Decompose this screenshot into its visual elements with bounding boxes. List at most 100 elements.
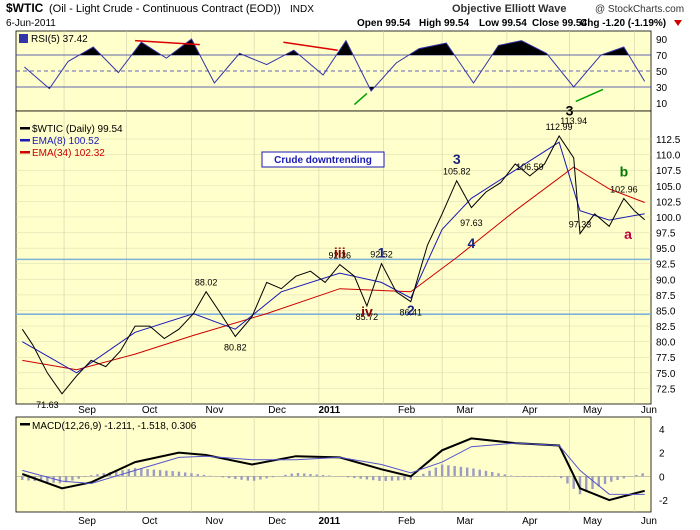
wave-label: 3 <box>453 151 461 167</box>
macd-x-tick-label: Sep <box>78 516 96 527</box>
price-tick-label: 90.0 <box>656 275 676 286</box>
price-legend-item: $WTIC (Daily) 99.54 <box>32 124 123 135</box>
price-data-label: 85.72 <box>356 312 379 322</box>
price-tick-label: 100.0 <box>656 213 681 224</box>
macd-histogram-bar <box>64 476 68 483</box>
macd-histogram-bar <box>321 475 325 477</box>
macd-histogram-bar <box>290 473 293 477</box>
price-legend-swatch <box>20 151 30 154</box>
price-series-wtic <box>21 135 646 395</box>
macd-histogram-bar <box>497 473 500 477</box>
macd-histogram-bar <box>46 476 49 483</box>
macd-histogram-bar <box>265 476 268 479</box>
macd-histogram-bar <box>196 474 199 477</box>
price-tick-label: 92.5 <box>656 260 676 271</box>
macd-histogram-bar <box>534 476 538 477</box>
macd-histogram-bar <box>202 474 206 477</box>
price-x-tick-label: 2011 <box>318 405 340 416</box>
annotation-text: Crude downtrending <box>274 155 372 166</box>
macd-histogram-bar <box>259 476 262 480</box>
macd-histogram-bar <box>428 470 431 477</box>
macd-histogram-bar <box>190 473 193 477</box>
macd-x-axis: Sep Oct Nov Dec 2011 Feb Mar Apr May Jun <box>78 516 657 527</box>
macd-histogram-bar <box>635 474 638 477</box>
macd-histogram-bar <box>434 467 438 477</box>
macd-histogram-bar <box>522 476 525 477</box>
macd-histogram-bar <box>384 476 387 481</box>
macd-x-tick-label: Apr <box>522 516 538 527</box>
macd-histogram-bar <box>591 476 594 490</box>
exchange-label: INDX <box>290 4 314 15</box>
wave-label: a <box>624 226 632 242</box>
price-data-label: 106.59 <box>516 162 544 172</box>
wave-label: 4 <box>467 235 475 251</box>
macd-histogram-bar <box>641 473 644 477</box>
macd-histogram-bar <box>240 476 243 480</box>
price-legend-swatch <box>20 139 30 142</box>
macd-histogram-bar <box>578 476 582 495</box>
macd-histogram-bar <box>58 476 62 484</box>
wave-label: iii <box>334 245 346 261</box>
ohlc-low: Low 99.54 <box>479 18 527 29</box>
macd-histogram-bar <box>102 473 105 477</box>
macd-histogram-bar <box>378 476 381 481</box>
rsi-overbought-fill <box>16 39 651 55</box>
price-data-label: 97.33 <box>569 220 592 230</box>
macd-histogram-bar <box>459 466 463 477</box>
macd-histogram-bar <box>597 476 600 487</box>
price-tick-label: 107.5 <box>656 166 681 177</box>
macd-histogram-bar <box>158 470 162 477</box>
macd-histogram-bar <box>472 468 475 477</box>
macd-histogram-bar <box>296 472 300 477</box>
macd-legend-swatch <box>20 423 30 426</box>
macd-histogram-bar <box>21 476 24 480</box>
macd-histogram-bar <box>252 476 256 481</box>
price-panel: 72.5 75.0 77.5 80.0 82.5 85.0 87.5 90.0 92.5 95.0… <box>15 102 681 410</box>
macd-histogram-bar <box>83 476 87 477</box>
ohlc-close: Close 99.54 <box>532 18 587 29</box>
macd-histogram-bar <box>234 476 237 479</box>
macd-histogram-bar <box>284 474 287 477</box>
price-x-tick-label: Oct <box>142 405 158 416</box>
macd-x-tick-label: Oct <box>142 516 158 527</box>
macd-histogram-bar <box>553 476 557 477</box>
price-tick-label: 80.0 <box>656 338 676 349</box>
macd-histogram-bar <box>77 476 80 479</box>
macd-tick-label: -2 <box>659 496 668 507</box>
rsi-trendline-red <box>283 41 338 51</box>
rsi-tick-label: 70 <box>656 51 668 62</box>
source-label: Objective Elliott Wave <box>452 3 567 15</box>
macd-histogram-bar <box>547 476 550 477</box>
price-x-tick-label: Nov <box>206 405 224 416</box>
macd-x-tick-label: 2011 <box>318 516 340 527</box>
price-legend-swatch <box>20 127 30 130</box>
macd-histogram-bar <box>71 476 74 481</box>
rsi-tick-label: 50 <box>656 67 668 78</box>
macd-histogram-bar <box>484 470 488 477</box>
macd-histogram-bar <box>390 476 394 481</box>
macd-histogram-bar <box>328 475 331 477</box>
macd-histogram-bar <box>183 472 187 477</box>
macd-histogram-bar <box>491 472 494 477</box>
price-x-tick-label: May <box>583 405 602 416</box>
price-series-ema34 <box>22 166 645 371</box>
rsi-panel: 10 30 50 70 90 RSI(5) 37.42 <box>15 30 668 112</box>
price-data-label: 92.36 <box>329 251 352 261</box>
price-tick-label: 102.5 <box>656 197 681 208</box>
price-tick-label: 75.0 <box>656 369 676 380</box>
macd-histogram-bar <box>39 476 43 482</box>
macd-histogram-bar <box>89 475 93 477</box>
macd-histogram-bar <box>503 474 506 477</box>
macd-tick-label: 0 <box>659 472 665 483</box>
macd-histogram-bar <box>146 469 149 477</box>
macd-histogram-bar <box>303 473 306 477</box>
macd-histogram-bar <box>309 474 312 477</box>
price-x-tick-label: Feb <box>398 405 416 416</box>
macd-legend: MACD(12,26,9) -1.211, -1.518, 0.306 <box>32 421 197 432</box>
macd-tick-label: 2 <box>659 449 665 460</box>
macd-histogram-bar <box>27 476 30 481</box>
rsi-legend: RSI(5) 37.42 <box>31 34 88 45</box>
macd-histogram-bar <box>133 468 137 477</box>
macd-histogram-bar <box>465 467 469 477</box>
macd-histogram-bar <box>603 476 607 485</box>
